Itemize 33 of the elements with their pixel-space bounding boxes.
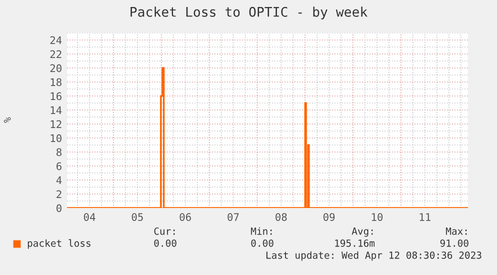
chart-title: Packet Loss to OPTIC - by week xyxy=(130,6,368,20)
y-tick-label: 20 xyxy=(50,64,62,72)
y-tick-label: 8 xyxy=(56,148,62,156)
y-tick-label: 24 xyxy=(50,36,62,44)
x-tick-label: 09 xyxy=(323,213,335,221)
text: 0.00 xyxy=(154,239,176,247)
y-tick-label: 2 xyxy=(56,190,62,198)
text: Avg: xyxy=(352,228,373,237)
x-tick-label: 11 xyxy=(420,213,430,221)
text: 195.16m xyxy=(335,239,375,247)
text: 91.00 xyxy=(440,239,468,247)
y-axis-title: % xyxy=(4,117,11,123)
text: Last update: Wed Apr 12 08:30:36 2023 xyxy=(266,251,482,261)
text: Min: xyxy=(250,227,272,235)
text: Max: xyxy=(446,228,467,235)
y-tick-label: 12 xyxy=(50,120,62,128)
x-tick-label: 07 xyxy=(228,213,239,221)
y-tick-label: 22 xyxy=(50,50,62,58)
y-tick-label: 18 xyxy=(50,78,62,86)
y-tick-label: 4 xyxy=(56,176,62,184)
legend-label: packet loss xyxy=(28,239,90,249)
y-tick-label: 6 xyxy=(56,162,62,170)
x-tick-label: 05 xyxy=(132,213,143,221)
text: 0.00 xyxy=(251,239,274,247)
x-tick-label: 08 xyxy=(276,213,287,221)
y-tick-label: 10 xyxy=(50,134,62,142)
x-tick-label: 06 xyxy=(180,213,191,221)
y-tick-label: 0 xyxy=(56,204,62,212)
text: Cur: xyxy=(154,227,175,235)
x-tick-label: 04 xyxy=(84,213,96,221)
y-tick-label: 14 xyxy=(50,106,62,114)
x-tick-label: 10 xyxy=(372,213,383,221)
y-tick-label: 16 xyxy=(50,92,62,100)
